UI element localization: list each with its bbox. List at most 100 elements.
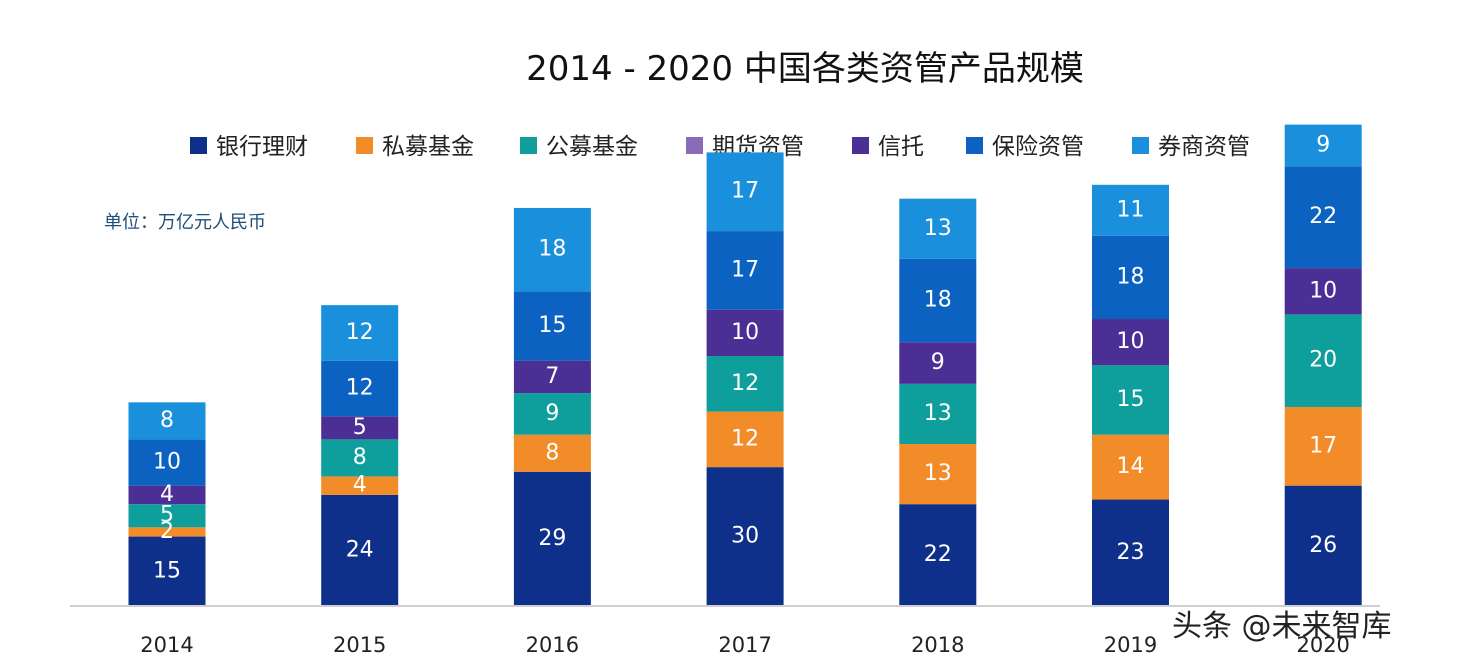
bar-segment [321,360,399,417]
chart-title: 2014 - 2020 中国各类资管产品规模 [526,49,1084,89]
x-tick-label: 2016 [526,633,579,657]
bar-segment [1284,406,1362,486]
bar-segment [1284,124,1362,167]
bar-segment [1092,434,1169,500]
legend-swatch [356,137,373,154]
bar-segment [321,305,399,361]
bar-value-label: 5 [160,503,174,528]
legend-swatch [852,137,869,154]
bar-value-label: 8 [353,445,367,470]
bar-value-label: 10 [153,450,181,475]
bar-segment [899,258,977,343]
bar-value-label: 20 [1309,348,1337,373]
bar-segment [321,494,399,606]
bar-segment [899,383,977,444]
legend-label: 银行理财 [216,134,308,160]
bar-value-label: 8 [160,408,174,433]
bar-value-label: 12 [346,375,374,400]
bar-value-label: 9 [1316,132,1330,157]
bar-value-label: 10 [731,320,759,345]
bar-segment [706,309,784,357]
bar-segment [899,504,977,606]
bar-value-label: 9 [545,401,559,426]
x-tick-label: 2019 [1104,633,1157,657]
bar-value-label: 12 [346,320,374,345]
bar-value-label: 26 [1309,533,1337,558]
bar-segment [1284,166,1362,269]
bar-value-label: 30 [731,524,759,549]
bar-segment [1092,365,1169,435]
bar-segment [321,476,399,495]
bar-value-label: 13 [924,401,952,426]
bar-value-label: 4 [353,473,367,498]
bar-segment [128,504,206,528]
legend-label: 信托 [878,134,924,160]
x-tick-label: 2018 [911,633,964,657]
bars: 1525410824485121229897151830121210171722… [128,124,1362,606]
legend-label: 券商资管 [1158,134,1250,160]
bar-value-label: 18 [924,288,952,313]
legend-swatch [966,137,983,154]
bar-value-label: 10 [1117,329,1145,354]
bar-value-label: 4 [160,482,174,507]
bar-segment [1284,314,1362,407]
bar-segment [128,402,206,440]
watermark: 头条 @未来智库 [1172,609,1392,644]
bar-segment [1092,184,1169,236]
x-tick-label: 2017 [718,633,771,657]
bar-segment [706,356,784,412]
bar-segment [1284,268,1362,315]
bar-value-label: 12 [731,426,759,451]
bar-value-label: 8 [545,440,559,465]
bar-value-label: 17 [731,179,759,204]
bar-segment [128,527,206,537]
bar-segment [513,207,591,292]
legend-swatch [190,137,207,154]
bar-value-label: 7 [545,364,559,389]
bar-segment [706,231,784,310]
bar-value-label: 15 [1117,387,1145,412]
bar-segment [899,444,977,505]
bar-value-label: 5 [353,415,367,440]
bar-segment [706,411,784,468]
legend-swatch [686,137,703,154]
bar-segment [321,439,399,477]
bar-segment [513,393,591,435]
x-tick-label: 2014 [140,633,193,657]
bar-segment [899,198,977,259]
legend-swatch [1132,137,1149,154]
bar-segment [1284,485,1362,606]
bar-value-label: 18 [538,237,566,262]
legend-swatch [520,137,537,154]
legend-label: 保险资管 [992,134,1084,160]
legend-label: 私募基金 [382,134,474,160]
bar-value-label: 29 [538,526,566,551]
bar-segment [128,439,206,486]
bar-segment [128,536,206,606]
bar-value-label: 14 [1117,454,1145,479]
bar-value-label: 23 [1117,540,1145,565]
bar-segment [321,416,399,440]
bar-segment [513,291,591,361]
unit-label: 单位：万亿元人民币 [104,212,266,233]
bar-value-label: 13 [924,216,952,241]
bar-value-label: 22 [1309,204,1337,229]
bar-value-label: 22 [924,542,952,567]
x-tick-label: 2020 [1296,633,1349,657]
bar-value-label: 17 [1309,433,1337,458]
bar-value-label: 9 [931,350,945,375]
bar-value-label: 24 [346,537,374,562]
x-tick-label: 2015 [333,633,386,657]
bar-value-label: 2 [160,519,174,544]
bar-segment [513,471,591,606]
bar-segment [513,360,591,394]
bar-value-label: 18 [1117,264,1145,289]
bar-value-label: 11 [1117,197,1145,222]
x-axis-ticks: 2014 2015 2016 2017 2018 2019 2020 [140,633,1350,657]
bar-value-label: 15 [538,313,566,338]
bar-value-label: 15 [153,558,181,583]
bar-segment [899,342,977,384]
bar-segment [128,485,206,505]
bar-value-label: 10 [1309,278,1337,303]
